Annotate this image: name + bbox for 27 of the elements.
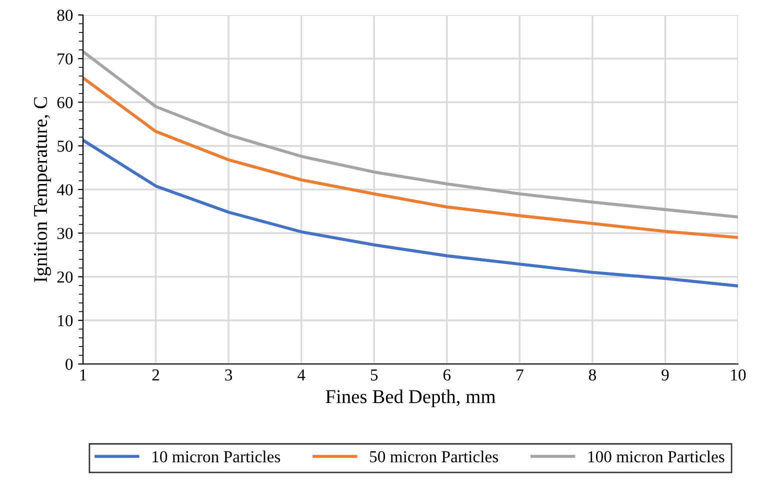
y-tick-label: 80: [57, 10, 73, 21]
x-tick-label: 5: [370, 370, 378, 381]
y-tick-label: 70: [58, 53, 73, 65]
x-tick-label: 2: [152, 369, 160, 380]
x-tick-label: 1: [80, 369, 86, 380]
y-tick-label: 60: [57, 96, 73, 108]
y-tick-label: 10: [58, 315, 73, 326]
legend-label: 50 micron Particles: [370, 450, 498, 462]
y-axis-title: Ignition Temperature, C: [34, 97, 52, 282]
y-tick-label: 30: [57, 228, 73, 240]
x-tick-label: 9: [662, 369, 669, 381]
x-tick-label: 7: [516, 370, 524, 380]
x-tick-label: 6: [443, 369, 451, 381]
x-tick-label: 8: [588, 369, 596, 381]
y-tick-label: 40: [56, 184, 73, 196]
y-tick-label: 0: [66, 358, 73, 370]
legend-label: 10 micron Particles: [152, 450, 280, 462]
line-series: [83, 138, 738, 288]
y-tick-label: 20: [57, 271, 73, 283]
x-tick-label: 4: [297, 369, 306, 380]
x-tick-label: 10: [731, 369, 746, 381]
x-axis-title: Fines Bed Depth, mm: [326, 390, 496, 408]
y-tick-label: 50: [58, 140, 73, 152]
line-series: [83, 76, 738, 240]
line-series: [83, 50, 738, 219]
x-tick-label: 3: [225, 369, 232, 381]
legend-label: 100 micron Particles: [588, 450, 724, 462]
